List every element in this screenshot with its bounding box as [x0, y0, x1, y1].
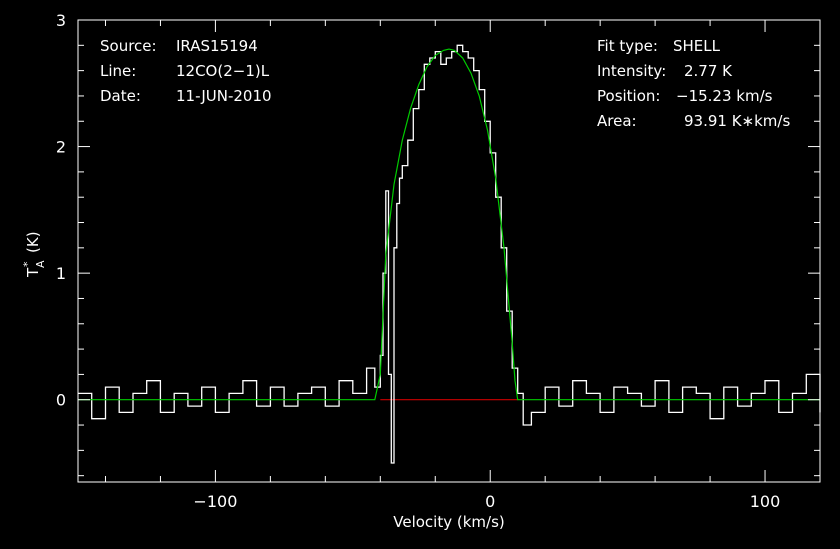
header-info-left: Source: IRAS15194 Line: 12CO(2−1)L Date:… — [100, 37, 272, 105]
plot-frame — [77, 19, 821, 483]
x-tick-label: 0 — [485, 492, 495, 511]
date-value: 11-JUN-2010 — [176, 87, 272, 105]
y-axis-label-sup: * — [21, 261, 34, 267]
y-tick-label: 1 — [56, 264, 66, 283]
source-label: Source: — [100, 37, 157, 55]
fit-type-label: Fit type: — [597, 37, 658, 55]
fit-type-value: SHELL — [673, 37, 721, 55]
axis-ticks: −100 0 100 0 1 2 3 — [56, 11, 821, 511]
source-value: IRAS15194 — [176, 37, 258, 55]
fit-curve — [78, 48, 820, 401]
x-tick-label: 100 — [750, 492, 781, 511]
y-axis-label: T A * (K) — [21, 231, 47, 278]
position-label: Position: — [597, 87, 660, 105]
line-value: 12CO(2−1)L — [176, 62, 270, 80]
y-axis-label-unit: (K) — [24, 231, 42, 253]
x-tick-label: −100 — [193, 492, 237, 511]
header-info-right: Fit type: SHELL Intensity: 2.77 K Positi… — [597, 37, 790, 130]
y-axis-label-sub: A — [34, 260, 47, 268]
line-label: Line: — [100, 62, 136, 80]
intensity-label: Intensity: — [597, 62, 666, 80]
y-axis-label-main: T — [24, 267, 42, 278]
area-value: 93.91 K∗km/s — [684, 112, 790, 130]
y-tick-label: 2 — [56, 138, 66, 157]
x-axis-label: Velocity (km/s) — [393, 513, 504, 531]
area-label: Area: — [597, 112, 637, 130]
intensity-value: 2.77 K — [684, 62, 733, 80]
position-value: −15.23 km/s — [676, 87, 773, 105]
y-tick-label: 0 — [56, 391, 66, 410]
chart-marks — [78, 44, 821, 464]
y-tick-label: 3 — [56, 11, 66, 30]
date-label: Date: — [100, 87, 141, 105]
